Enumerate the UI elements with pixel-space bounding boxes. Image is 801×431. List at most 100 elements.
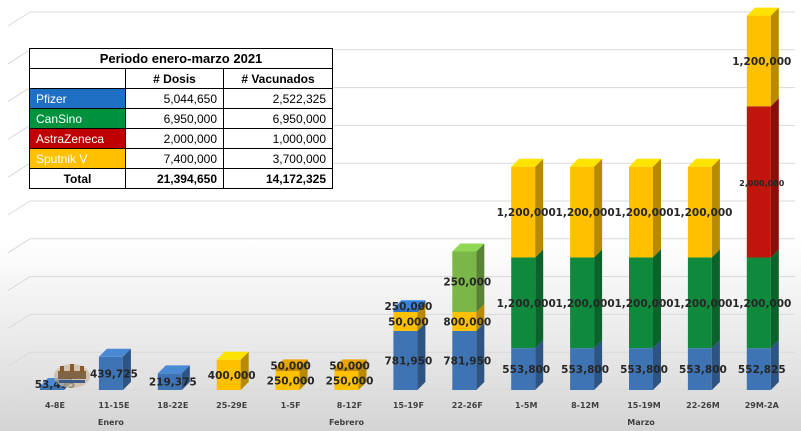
bar-segment-top [629,158,661,167]
total-dosis: 21,394,650 [125,168,224,189]
bar-segment [334,367,359,372]
bar-segment-top [157,365,190,374]
bar-segment [334,371,359,390]
bar-segment-side [535,158,544,258]
bar-segment [746,15,771,107]
x-tick-label: 15-19F [393,401,424,410]
total-vacunados: 14,172,325 [223,168,333,189]
dosis-value: 5,044,650 [125,88,224,109]
bar-segment-top [216,351,249,360]
bar-segment [452,311,477,331]
data-label: 1,200,000 [732,298,791,310]
summary-row-pfizer: Pfizer 5,044,650 2,522,325 [29,88,333,109]
data-label: 553,800 [620,364,668,376]
data-label: 1,200,000 [732,56,791,68]
bar-segment-side [535,340,544,390]
bar-segment-side [417,300,426,312]
bar-segment-top [746,7,779,16]
x-tick-label: 15-19M [627,401,661,410]
summary-row-sputnik: Sputnik V 7,400,000 3,700,000 [29,148,333,169]
gridline-depth [7,49,31,65]
vaccine-name: AstraZeneca [29,128,126,149]
data-label: 1,200,000 [497,207,556,219]
summary-header-vacunados: # Vacunados [223,68,333,89]
bar-segment [687,348,712,390]
vacunados-value: 2,522,325 [223,88,333,109]
bar-segment-side [770,98,779,258]
data-label: 2,000,000 [739,179,784,188]
bar-segment-side [711,340,720,390]
bar-segment-side [711,249,720,349]
x-tick-label: 4-8E [45,401,65,410]
data-label: 1,200,000 [614,207,673,219]
bar-segment [570,166,595,258]
total-label: Total [29,168,126,189]
bar-segment [570,348,595,390]
gridline-depth [7,351,31,367]
summary-table: Periodo enero-marzo 2021 # Dosis # Vacun… [29,48,333,189]
x-tick-label: 11-15E [98,401,129,410]
bar-segment [687,257,712,349]
x-tick-label: 25-29E [216,401,247,410]
bar-segment-side [535,249,544,349]
bar-segment-side [417,303,426,331]
summary-header-empty [29,68,126,89]
data-label: 50,000 [388,316,429,328]
bar-segment-side [770,249,779,349]
data-label: 1,200,000 [673,298,732,310]
bar-segment-side [594,249,603,349]
bar-segment-side [711,158,720,258]
data-label: 1,200,000 [497,298,556,310]
bar-segment-side [476,243,485,312]
bar-segment-top [334,359,367,368]
bar-segment-side [122,348,131,390]
bar-segment [511,257,536,349]
bar-segment-top [98,348,131,357]
bar-segment [570,257,595,349]
bar-segment [40,385,64,390]
summary-table-title: Periodo enero-marzo 2021 [29,48,333,69]
gridline-depth [7,124,31,140]
bar-segment-top [275,359,308,368]
bar-segment [393,308,418,312]
bar-segment-top [393,300,426,309]
data-label: 800,000 [443,316,491,328]
bar-segment-side [358,363,367,390]
summary-header-dosis: # Dosis [125,68,224,89]
x-tick-label: 18-22E [157,401,188,410]
bar-segment [393,330,418,390]
bar-segment [157,373,182,390]
government-seal-icon [54,364,90,388]
data-label: 250,000 [443,277,491,289]
bar-segment [746,257,771,349]
bar-segment-side [594,340,603,390]
data-label: 50,000 [270,360,311,372]
bar-segment-side [653,249,661,349]
bar-segment-side [240,351,249,390]
summary-row-total: Total 21,394,650 14,172,325 [29,168,333,189]
month-label: Febrero [329,418,365,427]
bar-segment-side [653,158,661,258]
data-label: 400,000 [208,370,256,382]
x-tick-label: 1-5F [281,401,301,410]
x-tick-label: 8-12F [337,401,362,410]
x-tick-label: 1-5M [515,401,537,410]
data-label: 552,825 [738,364,786,376]
bar-segment [216,359,241,390]
data-label: 781,950 [443,355,491,367]
data-label: 219,375 [149,377,197,389]
x-tick-label: 8-12M [571,401,599,410]
dosis-value: 7,400,000 [125,148,224,169]
bar-segment [452,330,477,390]
data-label: 250,000 [326,376,374,388]
gridline-depth [7,200,31,216]
dosis-value: 2,000,000 [125,128,224,149]
data-label: 553,800 [679,364,727,376]
bar-segment-top [452,243,485,252]
gridline-depth [7,162,31,178]
bar-segment-top [511,158,544,167]
gridline-depth [7,313,31,329]
bar-segment-side [653,340,661,390]
vacunados-value: 3,700,000 [223,148,333,169]
